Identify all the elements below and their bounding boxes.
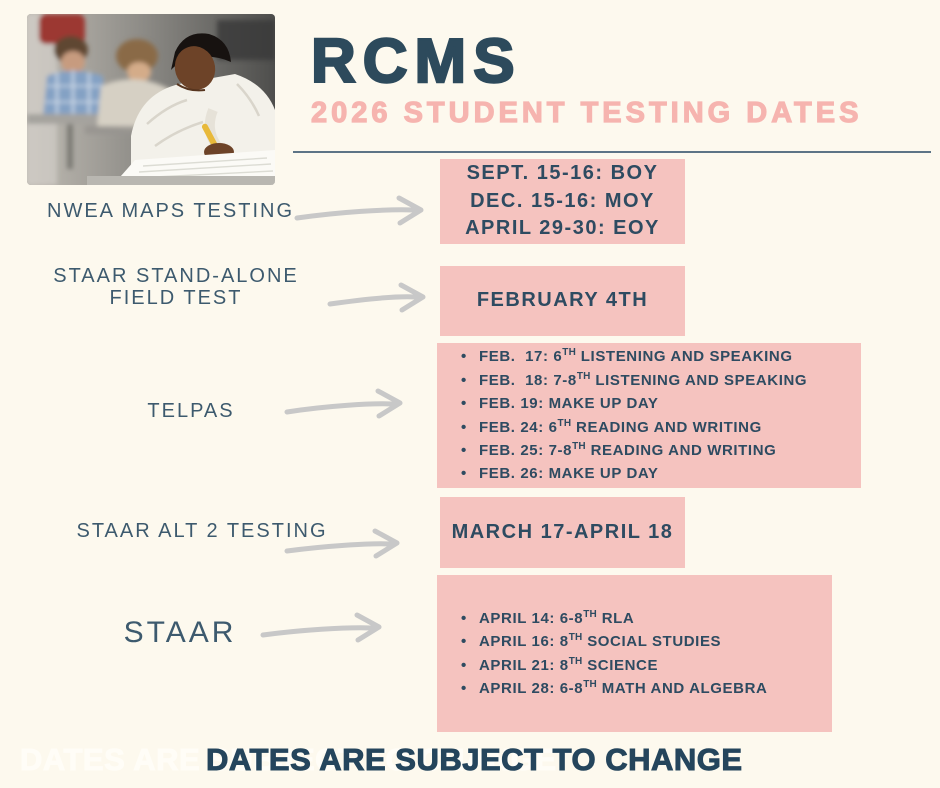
date-line: DEC. 15-16: MOY [470, 189, 655, 212]
date-item: FEB. 18: 7-8TH LISTENING AND SPEAKING [437, 369, 861, 393]
right-arrow-icon [260, 612, 382, 643]
nwea-maps-dates-box: SEPT. 15-16: BOY DEC. 15-16: MOY APRIL 2… [440, 159, 685, 244]
label-line: FIELD TEST [109, 286, 243, 309]
telpas-dates-box: FEB. 17: 6TH LISTENING AND SPEAKING FEB.… [437, 343, 861, 488]
school-title: RCMS [310, 26, 522, 97]
label-line: STAAR STAND-ALONE [53, 265, 299, 287]
label-line: TELPAS [147, 400, 235, 422]
field-test-date-box: FEBRUARY 4TH [440, 266, 685, 336]
date-item: FEB. 17: 6TH LISTENING AND SPEAKING [437, 345, 861, 369]
label-telpas: TELPAS [60, 400, 322, 423]
footer-notice: DATES ARE SUBJECT TO CHANGE [206, 742, 743, 778]
label-staar-alt-2-testing: STAAR ALT 2 TESTING [58, 520, 346, 543]
date-line: FEBRUARY 4TH [476, 289, 649, 312]
label-line: STAAR ALT 2 TESTING [76, 520, 328, 542]
staar-dates-box: APRIL 14: 6-8TH RLA APRIL 16: 8TH SOCIAL… [437, 575, 832, 732]
classroom-photo-illustration [27, 14, 275, 185]
flyer-subtitle: 2026 STUDENT TESTING DATES [310, 96, 863, 129]
label-line: NWEA MAPS TESTING [47, 200, 294, 222]
right-arrow-icon [294, 195, 424, 226]
footer-ghost-text: DATES ARE SUBJECT TO CHANGE [20, 742, 557, 778]
classroom-photo [27, 14, 275, 185]
staar-alt2-date-box: MARCH 17-APRIL 18 [440, 497, 685, 568]
date-item: APRIL 14: 6-8TH RLA [437, 607, 832, 631]
right-arrow-icon [327, 282, 426, 313]
date-item: FEB. 25: 7-8TH READING AND WRITING [437, 439, 861, 463]
label-staar: STAAR [80, 616, 280, 650]
header-divider-line [293, 151, 931, 153]
label-line: STAAR [123, 616, 237, 649]
date-line: MARCH 17-APRIL 18 [451, 520, 674, 543]
date-item: APRIL 28: 6-8TH MATH AND ALGEBRA [437, 677, 832, 701]
date-item: APRIL 21: 8TH SCIENCE [437, 654, 832, 678]
label-staar-stand-alone-field-test: STAAR STAND-ALONE FIELD TEST [30, 265, 322, 309]
date-item: FEB. 24: 6TH READING AND WRITING [437, 416, 861, 440]
date-item: FEB. 19: MAKE UP DAY [437, 392, 861, 416]
date-line: SEPT. 15-16: BOY [466, 162, 659, 185]
date-line: APRIL 29-30: EOY [465, 217, 660, 240]
date-item: APRIL 16: 8TH SOCIAL STUDIES [437, 630, 832, 654]
date-item: FEB. 26: MAKE UP DAY [437, 462, 861, 486]
label-nwea-maps-testing: NWEA MAPS TESTING [28, 200, 313, 223]
